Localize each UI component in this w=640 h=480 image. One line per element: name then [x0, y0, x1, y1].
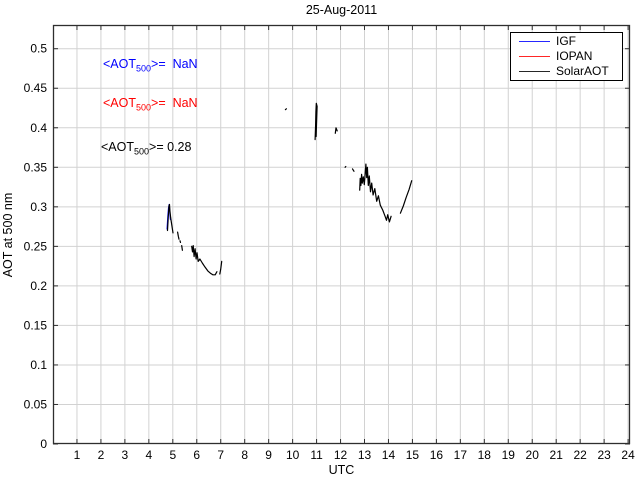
legend-line-sample-igf [519, 41, 550, 42]
chart-title: 25-Aug-2011 [305, 3, 378, 17]
annotation-solaraot-mean: <AOT500>= 0.28 [101, 139, 191, 160]
series-solaraot-line [284, 108, 287, 111]
x-tick-label: 11 [310, 448, 323, 462]
y-tick-label: 0.5 [30, 42, 47, 56]
x-tick-label: 7 [217, 448, 224, 462]
y-tick-label: 0.2 [30, 279, 47, 293]
series-solaraot-line [179, 240, 182, 243]
legend-entry-iopan: IOPAN [511, 49, 622, 64]
series-solaraot-line [359, 163, 392, 223]
x-tick-label: 17 [454, 448, 468, 462]
annotation-text: >= NaN [151, 96, 198, 110]
y-axis-label: AOT at 500 nm [1, 192, 15, 278]
annotation-text: <AOT [103, 57, 136, 71]
legend: IGF IOPAN SolarAOT [510, 32, 623, 81]
x-tick-label: 6 [193, 448, 200, 462]
y-tick-label: 0 [40, 437, 47, 451]
annotation-igf-mean: <AOT500>= NaN [103, 56, 198, 77]
annotation-subscript: 500 [136, 102, 152, 113]
y-tick-label: 0.15 [24, 318, 48, 332]
x-tick-label: 1 [74, 448, 81, 462]
legend-entry-label: IGF [556, 34, 576, 48]
annotation-iopan-mean: <AOT500>= NaN [103, 95, 198, 116]
x-tick-label: 8 [241, 448, 248, 462]
x-tick-label: 24 [621, 448, 635, 462]
y-tick-label: 0.4 [30, 121, 47, 135]
x-tick-label: 12 [334, 448, 348, 462]
y-tick-label: 0.25 [24, 239, 48, 253]
annotation-text: >= 0.28 [149, 140, 192, 154]
legend-entry-label: SolarAOT [556, 64, 609, 78]
x-tick-label: 10 [286, 448, 300, 462]
series-solaraot-line [166, 203, 174, 234]
x-tick-label: 21 [550, 448, 564, 462]
legend-line-sample-iopan [519, 56, 550, 57]
series-solaraot-line [219, 260, 223, 275]
legend-entry-igf: IGF [511, 34, 622, 49]
series-solaraot-line [351, 168, 355, 172]
y-tick-label: 0.05 [24, 397, 48, 411]
x-tick-label: 23 [597, 448, 611, 462]
series-solaraot-line [334, 127, 338, 134]
series-solaraot-line [314, 102, 318, 141]
y-tick-label: 0.3 [30, 200, 47, 214]
annotation-text: <AOT [101, 140, 134, 154]
x-tick-label: 18 [478, 448, 492, 462]
annotation-text: <AOT [103, 96, 136, 110]
legend-line-sample-solaraot [519, 71, 550, 72]
x-tick-label: 5 [169, 448, 176, 462]
annotation-text: >= NaN [151, 57, 198, 71]
series-solaraot-line [177, 231, 180, 240]
series-solaraot-line [344, 165, 347, 168]
annotation-subscript: 500 [136, 63, 152, 74]
x-tick-label: 19 [502, 448, 516, 462]
legend-entry-label: IOPAN [556, 49, 593, 63]
y-tick-label: 0.1 [30, 358, 47, 372]
x-tick-label: 16 [430, 448, 444, 462]
x-tick-label: 20 [526, 448, 540, 462]
y-tick-label: 0.35 [24, 160, 48, 174]
annotation-subscript: 500 [134, 146, 150, 157]
x-tick-label: 22 [573, 448, 587, 462]
x-tick-label: 3 [122, 448, 129, 462]
x-tick-label: 9 [265, 448, 272, 462]
legend-entry-solaraot: SolarAOT [511, 64, 622, 79]
series-solaraot-line [191, 245, 218, 276]
x-tick-label: 4 [146, 448, 153, 462]
x-tick-label: 14 [382, 448, 396, 462]
y-tick-label: 0.45 [24, 81, 48, 95]
x-tick-label: 13 [358, 448, 372, 462]
x-axis-label: UTC [328, 463, 355, 477]
series-solaraot-line [399, 180, 413, 214]
x-tick-label: 2 [98, 448, 105, 462]
series-solaraot-line [181, 245, 183, 251]
axis-box [52, 24, 631, 445]
x-tick-label: 15 [406, 448, 420, 462]
